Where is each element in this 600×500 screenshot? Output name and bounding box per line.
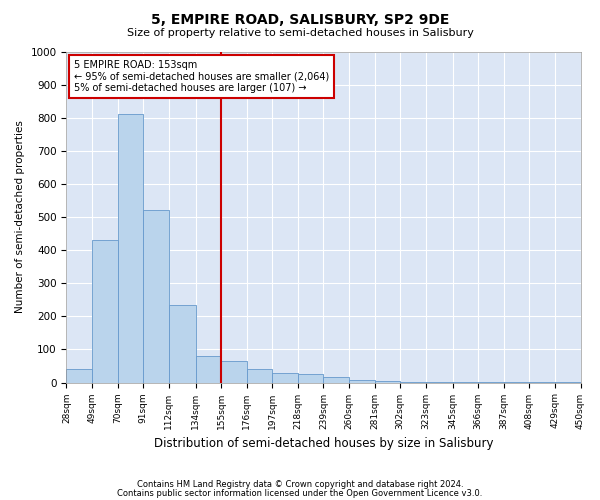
- Bar: [221, 361, 247, 382]
- Bar: [143, 210, 169, 382]
- Text: Contains public sector information licensed under the Open Government Licence v3: Contains public sector information licen…: [118, 488, 482, 498]
- X-axis label: Distribution of semi-detached houses by size in Salisbury: Distribution of semi-detached houses by …: [154, 437, 493, 450]
- Bar: [67, 370, 92, 382]
- Y-axis label: Number of semi-detached properties: Number of semi-detached properties: [15, 120, 25, 314]
- Bar: [169, 305, 196, 382]
- Bar: [349, 380, 374, 382]
- Text: 5 EMPIRE ROAD: 153sqm
← 95% of semi-detached houses are smaller (2,064)
5% of se: 5 EMPIRE ROAD: 153sqm ← 95% of semi-deta…: [74, 60, 329, 93]
- Bar: [298, 374, 323, 382]
- Text: Contains HM Land Registry data © Crown copyright and database right 2024.: Contains HM Land Registry data © Crown c…: [137, 480, 463, 489]
- Bar: [272, 372, 298, 382]
- Text: Size of property relative to semi-detached houses in Salisbury: Size of property relative to semi-detach…: [127, 28, 473, 38]
- Bar: [118, 114, 143, 382]
- Bar: [92, 240, 118, 382]
- Bar: [196, 356, 221, 382]
- Text: 5, EMPIRE ROAD, SALISBURY, SP2 9DE: 5, EMPIRE ROAD, SALISBURY, SP2 9DE: [151, 12, 449, 26]
- Bar: [247, 370, 272, 382]
- Bar: [374, 381, 400, 382]
- Bar: [323, 376, 349, 382]
